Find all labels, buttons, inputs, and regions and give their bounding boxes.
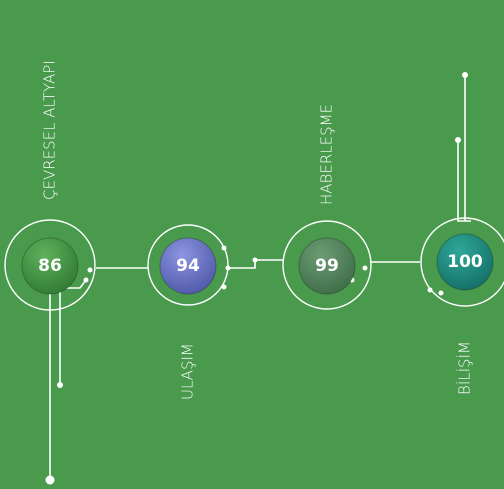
rings xyxy=(4,217,504,311)
node-badge xyxy=(21,237,79,295)
node-badge xyxy=(159,237,217,295)
node-badge xyxy=(436,233,494,291)
node-label: ÇEVRESEL ALTYAPI xyxy=(41,60,59,200)
node-label: HABERLEŞME xyxy=(318,104,336,205)
node-value: 100 xyxy=(447,252,483,272)
connectors xyxy=(45,72,471,485)
node-value: 86 xyxy=(38,256,62,276)
node-value: 94 xyxy=(176,256,200,276)
node-label: ULAŞIM xyxy=(179,343,197,400)
node-label: BİLİŞİM xyxy=(456,341,474,395)
node-value: 99 xyxy=(315,256,339,276)
node-badge xyxy=(298,237,356,295)
nodes: 86 ÇEVRESEL ALTYAPI 94 ULAŞIM 99 HABERLEŞME 10… xyxy=(21,60,494,400)
